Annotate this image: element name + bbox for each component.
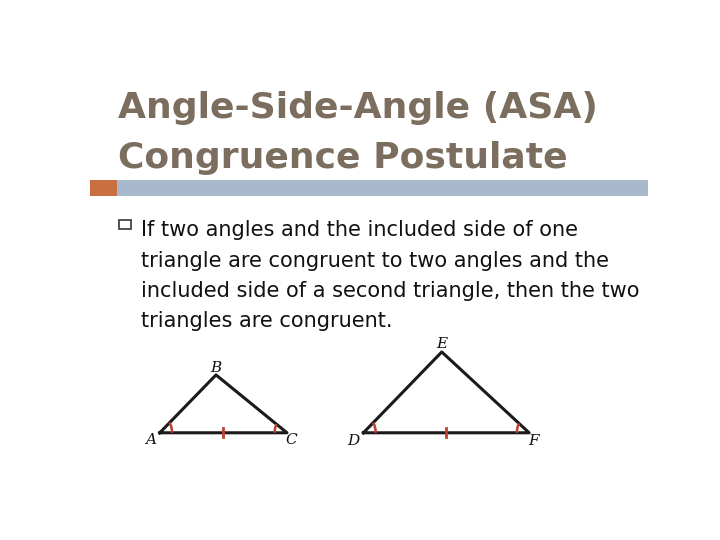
- Text: C: C: [285, 433, 297, 447]
- Text: triangle are congruent to two angles and the: triangle are congruent to two angles and…: [141, 251, 609, 271]
- Text: Angle-Side-Angle (ASA): Angle-Side-Angle (ASA): [118, 91, 598, 125]
- Text: Congruence Postulate: Congruence Postulate: [118, 141, 567, 176]
- Text: D: D: [347, 434, 359, 448]
- Bar: [119, 220, 131, 230]
- Text: included side of a second triangle, then the two: included side of a second triangle, then…: [141, 281, 640, 301]
- Text: E: E: [436, 337, 447, 351]
- Text: If two angles and the included side of one: If two angles and the included side of o…: [141, 220, 578, 240]
- Text: F: F: [528, 434, 539, 448]
- Text: B: B: [210, 361, 222, 375]
- Text: triangles are congruent.: triangles are congruent.: [141, 312, 393, 332]
- Text: A: A: [145, 433, 156, 447]
- Bar: [90, 180, 648, 196]
- Bar: [90, 180, 117, 196]
